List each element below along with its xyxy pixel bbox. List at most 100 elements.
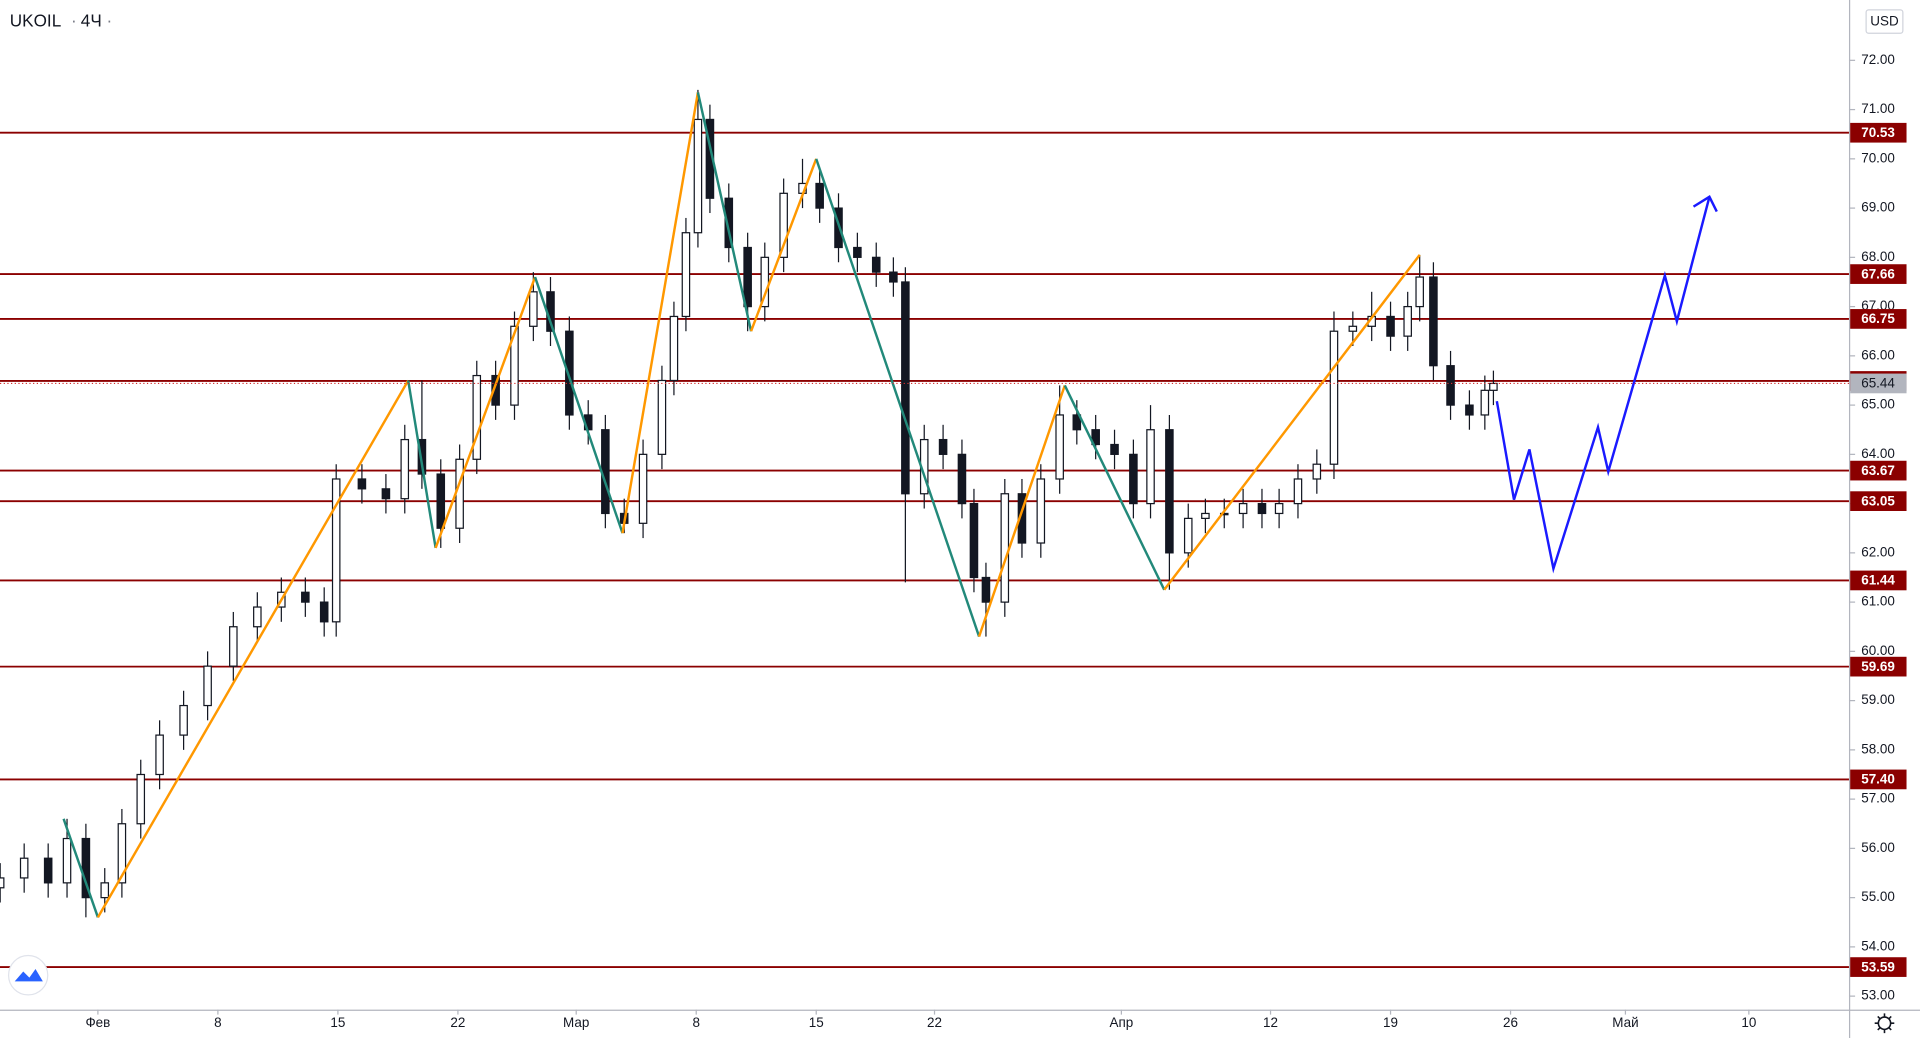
level-label: 66.75 xyxy=(1861,311,1895,326)
candle-body xyxy=(1146,429,1155,505)
currency-box[interactable] xyxy=(1865,9,1904,34)
candle-body xyxy=(815,182,824,209)
candle-body xyxy=(1072,414,1082,431)
level-label-box xyxy=(1850,957,1907,977)
level-label-box xyxy=(1850,309,1907,329)
y-tick-label: 60.00 xyxy=(1861,643,1895,658)
y-tick-label: 69.00 xyxy=(1861,200,1895,215)
candle-body xyxy=(1429,276,1438,367)
logo[interactable] xyxy=(7,954,49,996)
x-tick-label: 15 xyxy=(809,1015,824,1030)
zigzag-segment xyxy=(815,158,981,637)
x-tick-label: 22 xyxy=(927,1015,942,1030)
price-axis: 53.00 54.00 55.00 56.00 57.00 58.00 59.00 60.00… xyxy=(1848,52,1907,1003)
candle-body xyxy=(491,374,500,406)
candle-body xyxy=(1446,365,1455,406)
candle-body xyxy=(1415,276,1424,308)
zigzag-segment xyxy=(621,92,700,534)
zigzag-segment xyxy=(749,158,818,332)
candle-body xyxy=(529,291,538,327)
level-label: 63.67 xyxy=(1861,463,1895,478)
candle-body xyxy=(1480,389,1490,416)
candle-body xyxy=(62,837,72,884)
level-label-box xyxy=(1850,769,1907,790)
candle-body xyxy=(436,473,446,529)
x-tick-label: Мар xyxy=(563,1015,589,1030)
level-label-box xyxy=(1850,122,1907,143)
currency[interactable]: USD xyxy=(1870,14,1899,29)
candle-body xyxy=(1293,478,1303,505)
y-tick-label: 62.00 xyxy=(1861,544,1895,559)
level-label: 59.69 xyxy=(1861,659,1895,674)
candle-body xyxy=(981,576,991,603)
x-tick-label: 19 xyxy=(1383,1015,1398,1030)
candle-body xyxy=(1489,382,1498,391)
level-label-box xyxy=(1850,491,1907,511)
candle-body xyxy=(1348,325,1358,332)
y-tick-label: 61.00 xyxy=(1861,594,1895,609)
y-tick-label: 66.00 xyxy=(1861,347,1895,362)
y-tick-label: 57.00 xyxy=(1861,791,1895,806)
zigzag-segment xyxy=(434,276,537,549)
candle-body xyxy=(319,601,329,623)
candle-body xyxy=(724,197,734,249)
y-tick-label: 55.00 xyxy=(1861,889,1895,904)
candle-body xyxy=(1403,305,1412,337)
candle-body xyxy=(669,315,679,382)
x-tick-label: Апр xyxy=(1110,1015,1134,1030)
logo-circle[interactable] xyxy=(7,954,49,996)
y-tick-label: 53.00 xyxy=(1861,988,1895,1003)
zigzag-segment xyxy=(533,276,624,534)
candle-body xyxy=(938,438,948,455)
candle-body xyxy=(253,606,262,628)
level-label: 70.53 xyxy=(1861,125,1895,140)
level-label-box xyxy=(1850,570,1907,591)
gear-teeth[interactable] xyxy=(1874,1013,1895,1034)
candle-body xyxy=(100,882,110,899)
settings-icon[interactable] xyxy=(1874,1013,1895,1034)
candle-body xyxy=(331,478,341,623)
candle-body xyxy=(901,281,910,495)
level-label: 57.40 xyxy=(1861,772,1895,787)
separator: · xyxy=(107,11,113,31)
candle-body xyxy=(565,330,574,416)
level-label-box xyxy=(1850,460,1907,481)
candle-body xyxy=(853,246,862,258)
candle-body xyxy=(0,877,5,889)
candle-body xyxy=(1183,517,1193,554)
x-tick-label: 26 xyxy=(1503,1015,1518,1030)
candle-body xyxy=(203,665,212,707)
candle-body xyxy=(117,823,127,884)
level-label-box xyxy=(1850,264,1907,284)
candle-body xyxy=(1091,429,1100,446)
candle-body xyxy=(229,626,238,667)
forecast-arrowhead xyxy=(1692,195,1718,213)
x-tick-label: 12 xyxy=(1263,1015,1278,1030)
candle-body xyxy=(1238,502,1248,515)
candle-body xyxy=(601,429,610,515)
candle-body xyxy=(136,773,146,825)
candle-body xyxy=(19,857,29,879)
y-tick-label: 72.00 xyxy=(1861,52,1895,67)
x-tick-label: Май xyxy=(1612,1015,1638,1030)
candle-body xyxy=(1000,493,1010,603)
candle-body xyxy=(472,374,482,460)
level-label: 67.66 xyxy=(1861,266,1895,281)
x-tick-label: 10 xyxy=(1741,1015,1756,1030)
candle-body xyxy=(455,458,464,529)
interval: 4Ч xyxy=(81,11,102,31)
candle-body xyxy=(638,453,648,524)
x-tick-label: 8 xyxy=(214,1015,221,1030)
x-tick-label: 15 xyxy=(330,1015,345,1030)
y-tick-label: 56.00 xyxy=(1861,840,1895,855)
zigzag-segment xyxy=(96,379,410,918)
zigzag-segment xyxy=(1163,254,1421,591)
separator: · xyxy=(71,11,77,31)
candle-body xyxy=(81,837,91,899)
logo-mark[interactable] xyxy=(14,969,43,982)
candle-body xyxy=(179,704,188,736)
candle-body xyxy=(889,271,898,283)
candle-body xyxy=(657,379,667,455)
y-tick-label: 64.00 xyxy=(1861,446,1895,461)
